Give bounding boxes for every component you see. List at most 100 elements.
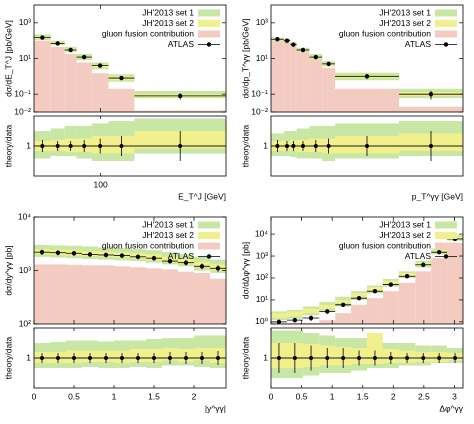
gluon-bar — [98, 265, 114, 324]
y-tick-label: 10⁻² — [14, 106, 31, 116]
gluon-bar — [286, 322, 303, 324]
gluon-bar — [290, 46, 297, 112]
x-tick-label: 0.5 — [68, 391, 80, 401]
data-point — [97, 63, 103, 68]
x-tick-label: 2.5 — [418, 391, 430, 401]
x-tick-label: 100 — [93, 179, 107, 189]
x-tick-label: 2 — [391, 391, 396, 401]
panel: 10⁻² 10⁻¹ 10¹ 10³ 1 p_T^γγ [GeV] dσ/dp_T^γγ [p… — [240, 4, 464, 201]
legend-swatch — [198, 30, 220, 38]
data-point — [326, 61, 331, 67]
data-point — [308, 315, 314, 321]
gluon-bar — [431, 258, 448, 324]
data-point — [167, 258, 173, 264]
gluon-bar — [335, 88, 399, 112]
data-point — [55, 250, 61, 255]
x-tick-label: 1 — [330, 391, 335, 401]
gluon-bar — [108, 88, 135, 112]
gluon-bar — [447, 242, 463, 324]
data-point — [215, 266, 221, 271]
ratio-tick-label: 1 — [263, 140, 268, 150]
legend-swatch — [198, 242, 220, 250]
gluon-bar — [91, 73, 109, 112]
ratio-tick-label: 1 — [26, 352, 31, 362]
ratio-axis-label: theory/data — [3, 336, 13, 379]
legend-label: JH'2013 set 2 — [379, 18, 431, 28]
ratio-axis-label: theory/data — [240, 336, 250, 379]
x-tick-label: 0.5 — [296, 391, 308, 401]
data-point — [81, 54, 87, 60]
legend-swatch — [435, 30, 457, 38]
data-point — [119, 253, 125, 258]
gluon-bar — [50, 264, 66, 324]
gluon-bar — [134, 110, 226, 112]
x-axis-label: p_T^γγ [GeV] — [412, 191, 463, 201]
data-point — [39, 249, 45, 255]
gluon-bar — [335, 313, 352, 324]
data-point — [71, 251, 77, 256]
data-point — [325, 309, 330, 314]
gluon-bar — [178, 271, 194, 324]
legend-label: gluon fusion contribution — [339, 28, 431, 38]
legend-label: gluon fusion contribution — [339, 240, 431, 250]
y-tick-label: 10⁻¹ — [251, 88, 268, 98]
data-point — [177, 93, 183, 99]
legend-swatch — [198, 221, 220, 229]
legend-swatch — [435, 242, 457, 250]
y-tick-label: 10⁴ — [255, 228, 268, 238]
legend-swatch — [435, 9, 457, 17]
x-tick-label: 0 — [269, 391, 274, 401]
data-point — [291, 42, 296, 47]
data-point — [372, 288, 378, 294]
y-axis-label: dσ/dp_T^γγ [pb/GeV] — [240, 18, 250, 98]
legend-swatch — [435, 20, 457, 27]
gluon-bar — [50, 46, 65, 112]
x-tick-label: 3 — [452, 391, 457, 401]
legend-marker — [206, 42, 212, 47]
y-tick-label: 10¹ — [256, 53, 268, 63]
legend-label: gluon fusion contribution — [102, 28, 194, 38]
legend-label: JH'2013 set 1 — [142, 219, 194, 229]
x-axis-label: E_T^J [GeV] — [178, 191, 226, 201]
y-tick-label: 10⁴ — [18, 211, 31, 221]
legend-label: JH'2013 set 2 — [142, 18, 194, 28]
y-tick-label: 10¹ — [256, 294, 268, 304]
legend-label: JH'2013 set 2 — [142, 230, 194, 240]
data-point — [199, 264, 205, 269]
y-tick-label: 10¹ — [19, 53, 31, 63]
y-tick-label: 10³ — [19, 17, 31, 27]
gluon-bar — [271, 40, 284, 112]
legend-swatch — [198, 232, 220, 239]
gluon-bar — [76, 62, 92, 112]
ratio-band — [367, 333, 383, 364]
x-tick-label: 2 — [192, 391, 197, 401]
y-tick-label: 10² — [19, 318, 31, 328]
data-point — [388, 282, 394, 287]
data-point — [55, 41, 60, 46]
y-tick-label: 10³ — [256, 250, 268, 260]
ratio-tick-label: 1 — [263, 352, 268, 362]
legend-label: JH'2013 set 2 — [379, 230, 431, 240]
data-point — [292, 317, 298, 323]
ratio-axis-label: theory/data — [3, 124, 13, 167]
gluon-bar — [162, 269, 178, 324]
data-point — [135, 254, 141, 260]
data-point — [276, 319, 282, 325]
data-point — [103, 252, 109, 258]
panel: 10⁻² 10⁻¹ 10¹ 10³ 1 100 E_T^J [GeV] dσ/dE_T^J [… — [3, 4, 227, 201]
gluon-bar — [194, 272, 210, 324]
legend-label: JH'2013 set 1 — [379, 219, 431, 229]
legend-marker — [443, 254, 449, 259]
legend-swatch — [435, 232, 457, 239]
set2-band — [302, 308, 320, 314]
gluon-bar — [146, 268, 162, 324]
gluon-bar — [66, 264, 82, 324]
x-tick-label: 1.5 — [148, 391, 160, 401]
x-axis-label: Δφ^γγ — [439, 403, 463, 413]
y-tick-label: 10⁻² — [251, 106, 268, 116]
legend-marker — [206, 254, 212, 259]
gluon-bar — [309, 60, 323, 112]
gluon-bar — [114, 266, 130, 324]
data-point — [364, 74, 370, 79]
